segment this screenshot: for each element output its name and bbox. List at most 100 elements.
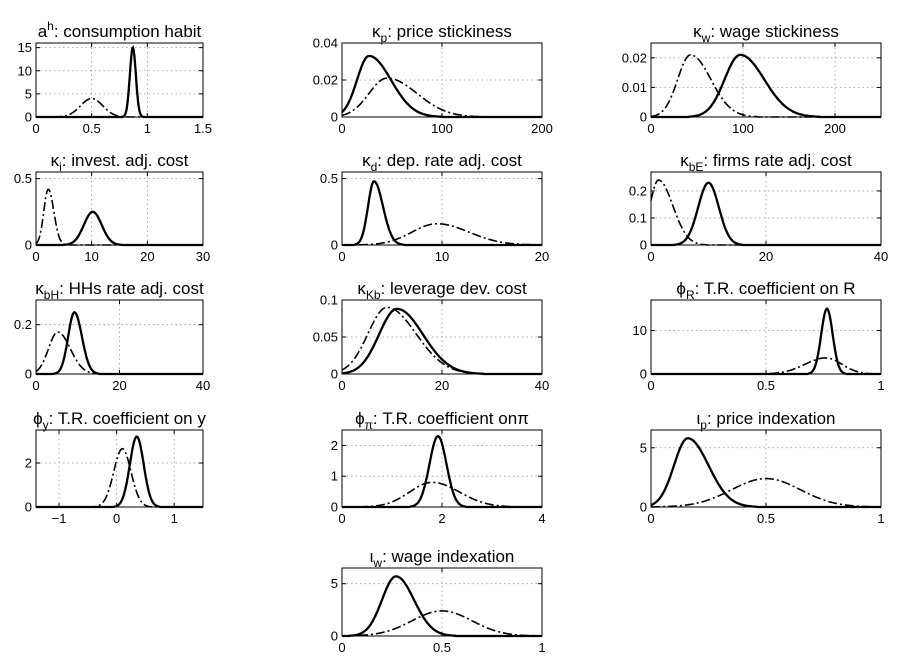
y-tick-label-0: 0 (331, 367, 338, 382)
y-tick-label-5: 5 (25, 86, 32, 101)
x-tick-label-0: 0 (113, 511, 120, 526)
y-tick-label-0: 0 (25, 367, 32, 382)
y-tick-label-0_2: 0.2 (14, 317, 32, 332)
x-tick-label-0_5: 0.5 (83, 121, 101, 136)
x-tick-label-0: 0 (338, 511, 345, 526)
prior-line (650, 477, 882, 508)
panel-title: ah: consumption habit (38, 19, 202, 41)
x-tick-label-1: 1 (538, 640, 545, 655)
plot-frame (650, 429, 882, 508)
x-tick-label-1_5: 1.5 (194, 121, 212, 136)
x-tick-label-20: 20 (759, 249, 773, 264)
x-tick-label-20: 20 (535, 249, 549, 264)
x-tick-label-0: 0 (647, 378, 654, 393)
prior-line (650, 53, 881, 118)
x-tick-label-40: 40 (874, 249, 888, 264)
y-tick-label-0: 0 (640, 367, 647, 382)
panel-title: κw: wage stickiness (693, 22, 839, 45)
y-tick-label-0: 0 (25, 110, 32, 125)
x-tick-label-m1: −1 (52, 511, 67, 526)
y-tick-label-0_5: 0.5 (320, 171, 338, 186)
posterior-line (341, 54, 542, 119)
prior-line (36, 447, 203, 508)
panel-1: 0 0.5 1 1.5 0 5 10 15 ah: consumption habit (18, 19, 213, 136)
y-tick-label-0_1: 0.1 (629, 210, 647, 225)
x-tick-label-10: 10 (435, 249, 449, 264)
posterior-line (36, 435, 203, 509)
x-tick-label-100: 100 (732, 121, 754, 136)
y-tick-label-0_01: 0.01 (622, 80, 647, 95)
posterior-line (36, 311, 203, 376)
x-tick-label-30: 30 (196, 249, 210, 264)
posterior-line (36, 45, 203, 119)
panel-5: 0 10 20 0 0.5 κd: dep. rate adj. cost (320, 151, 549, 264)
y-tick-label-0: 0 (25, 238, 32, 253)
y-tick-label-5: 5 (640, 440, 647, 455)
x-tick-label-4: 4 (538, 511, 545, 526)
panel-title: ιp: price indexation (697, 409, 836, 432)
y-tick-label-0_2: 0.2 (629, 183, 647, 198)
panel-title: κp: price stickiness (372, 22, 512, 45)
prior-line (342, 223, 542, 246)
y-tick-label-15: 15 (18, 40, 32, 55)
panel-2: 0 100 200 0 0.02 0.04 κp: price stickiness (313, 22, 553, 136)
x-tick-label-0: 0 (338, 378, 345, 393)
x-tick-label-0: 0 (647, 511, 654, 526)
x-tick-label-1: 1 (171, 511, 178, 526)
x-tick-label-0: 0 (338, 640, 345, 655)
panel-6: 0 20 40 0 0.1 0.2 κbE: firms rate adj. cost (629, 151, 888, 264)
panel-title: κbE: firms rate adj. cost (680, 151, 852, 174)
x-tick-label-40: 40 (196, 378, 210, 393)
x-tick-label-0: 0 (32, 121, 39, 136)
y-tick-label-0_05: 0.05 (313, 330, 338, 345)
panel-12: 0 0.5 1 0 5 ιp: price indexation (640, 409, 885, 526)
x-tick-label-20: 20 (435, 378, 449, 393)
y-tick-label-0_04: 0.04 (313, 36, 338, 51)
y-tick-label-0: 0 (25, 500, 32, 515)
plot-frame (35, 171, 204, 246)
x-tick-label-100: 100 (431, 121, 453, 136)
plot-frame (650, 42, 882, 118)
y-tick-label-0: 0 (640, 110, 647, 125)
x-tick-label-2: 2 (438, 511, 445, 526)
y-tick-label-2: 2 (331, 438, 338, 453)
panel-title: ϕy: T.R. coefficient on y (33, 409, 206, 432)
y-tick-label-0: 0 (640, 500, 647, 515)
x-tick-label-20: 20 (140, 249, 154, 264)
panel-title: κi: invest. adj. cost (51, 151, 189, 174)
panel-title: κKb: leverage dev. cost (357, 279, 527, 302)
y-tick-label-1: 1 (331, 469, 338, 484)
x-tick-label-0_5: 0.5 (433, 640, 451, 655)
panel-title: ϕπ: T.R. coefficient onπ (355, 409, 529, 432)
x-tick-label-10: 10 (84, 249, 98, 264)
y-tick-label-0: 0 (331, 500, 338, 515)
panel-title: ιw: wage indexation (370, 547, 515, 570)
plot-frame (35, 429, 204, 508)
y-tick-label-0_1: 0.1 (320, 293, 338, 308)
y-tick-label-2: 2 (25, 456, 32, 471)
x-tick-label-0: 0 (647, 249, 654, 264)
panel-8: 0 20 40 0 0.05 0.1 κKb: leverage dev. cost (313, 279, 550, 393)
panel-title: κbH: HHs rate adj. cost (35, 279, 204, 302)
x-tick-label-40: 40 (535, 378, 549, 393)
y-tick-label-5: 5 (331, 576, 338, 591)
y-tick-label-0: 0 (640, 238, 647, 253)
prior-line (35, 188, 203, 246)
panel-4: 0 10 20 30 0 0.5 κi: invest. adj. cost (14, 151, 210, 264)
y-tick-label-0_02: 0.02 (622, 50, 647, 65)
prior-line (341, 610, 543, 637)
y-tick-label-10: 10 (18, 63, 32, 78)
x-tick-label-1: 1 (877, 511, 884, 526)
y-tick-label-0: 0 (331, 629, 338, 644)
x-tick-label-0: 0 (647, 121, 654, 136)
y-tick-label-0_5: 0.5 (14, 171, 32, 186)
y-tick-label-0: 0 (331, 110, 338, 125)
panel-13: 0 0.5 1 0 5 ιw: wage indexation (331, 547, 546, 655)
panel-10: −1 0 1 0 2 ϕy: T.R. coefficient on y (25, 409, 207, 526)
y-tick-label-10: 10 (633, 323, 647, 338)
x-tick-label-1: 1 (877, 378, 884, 393)
x-tick-label-0: 0 (32, 378, 39, 393)
